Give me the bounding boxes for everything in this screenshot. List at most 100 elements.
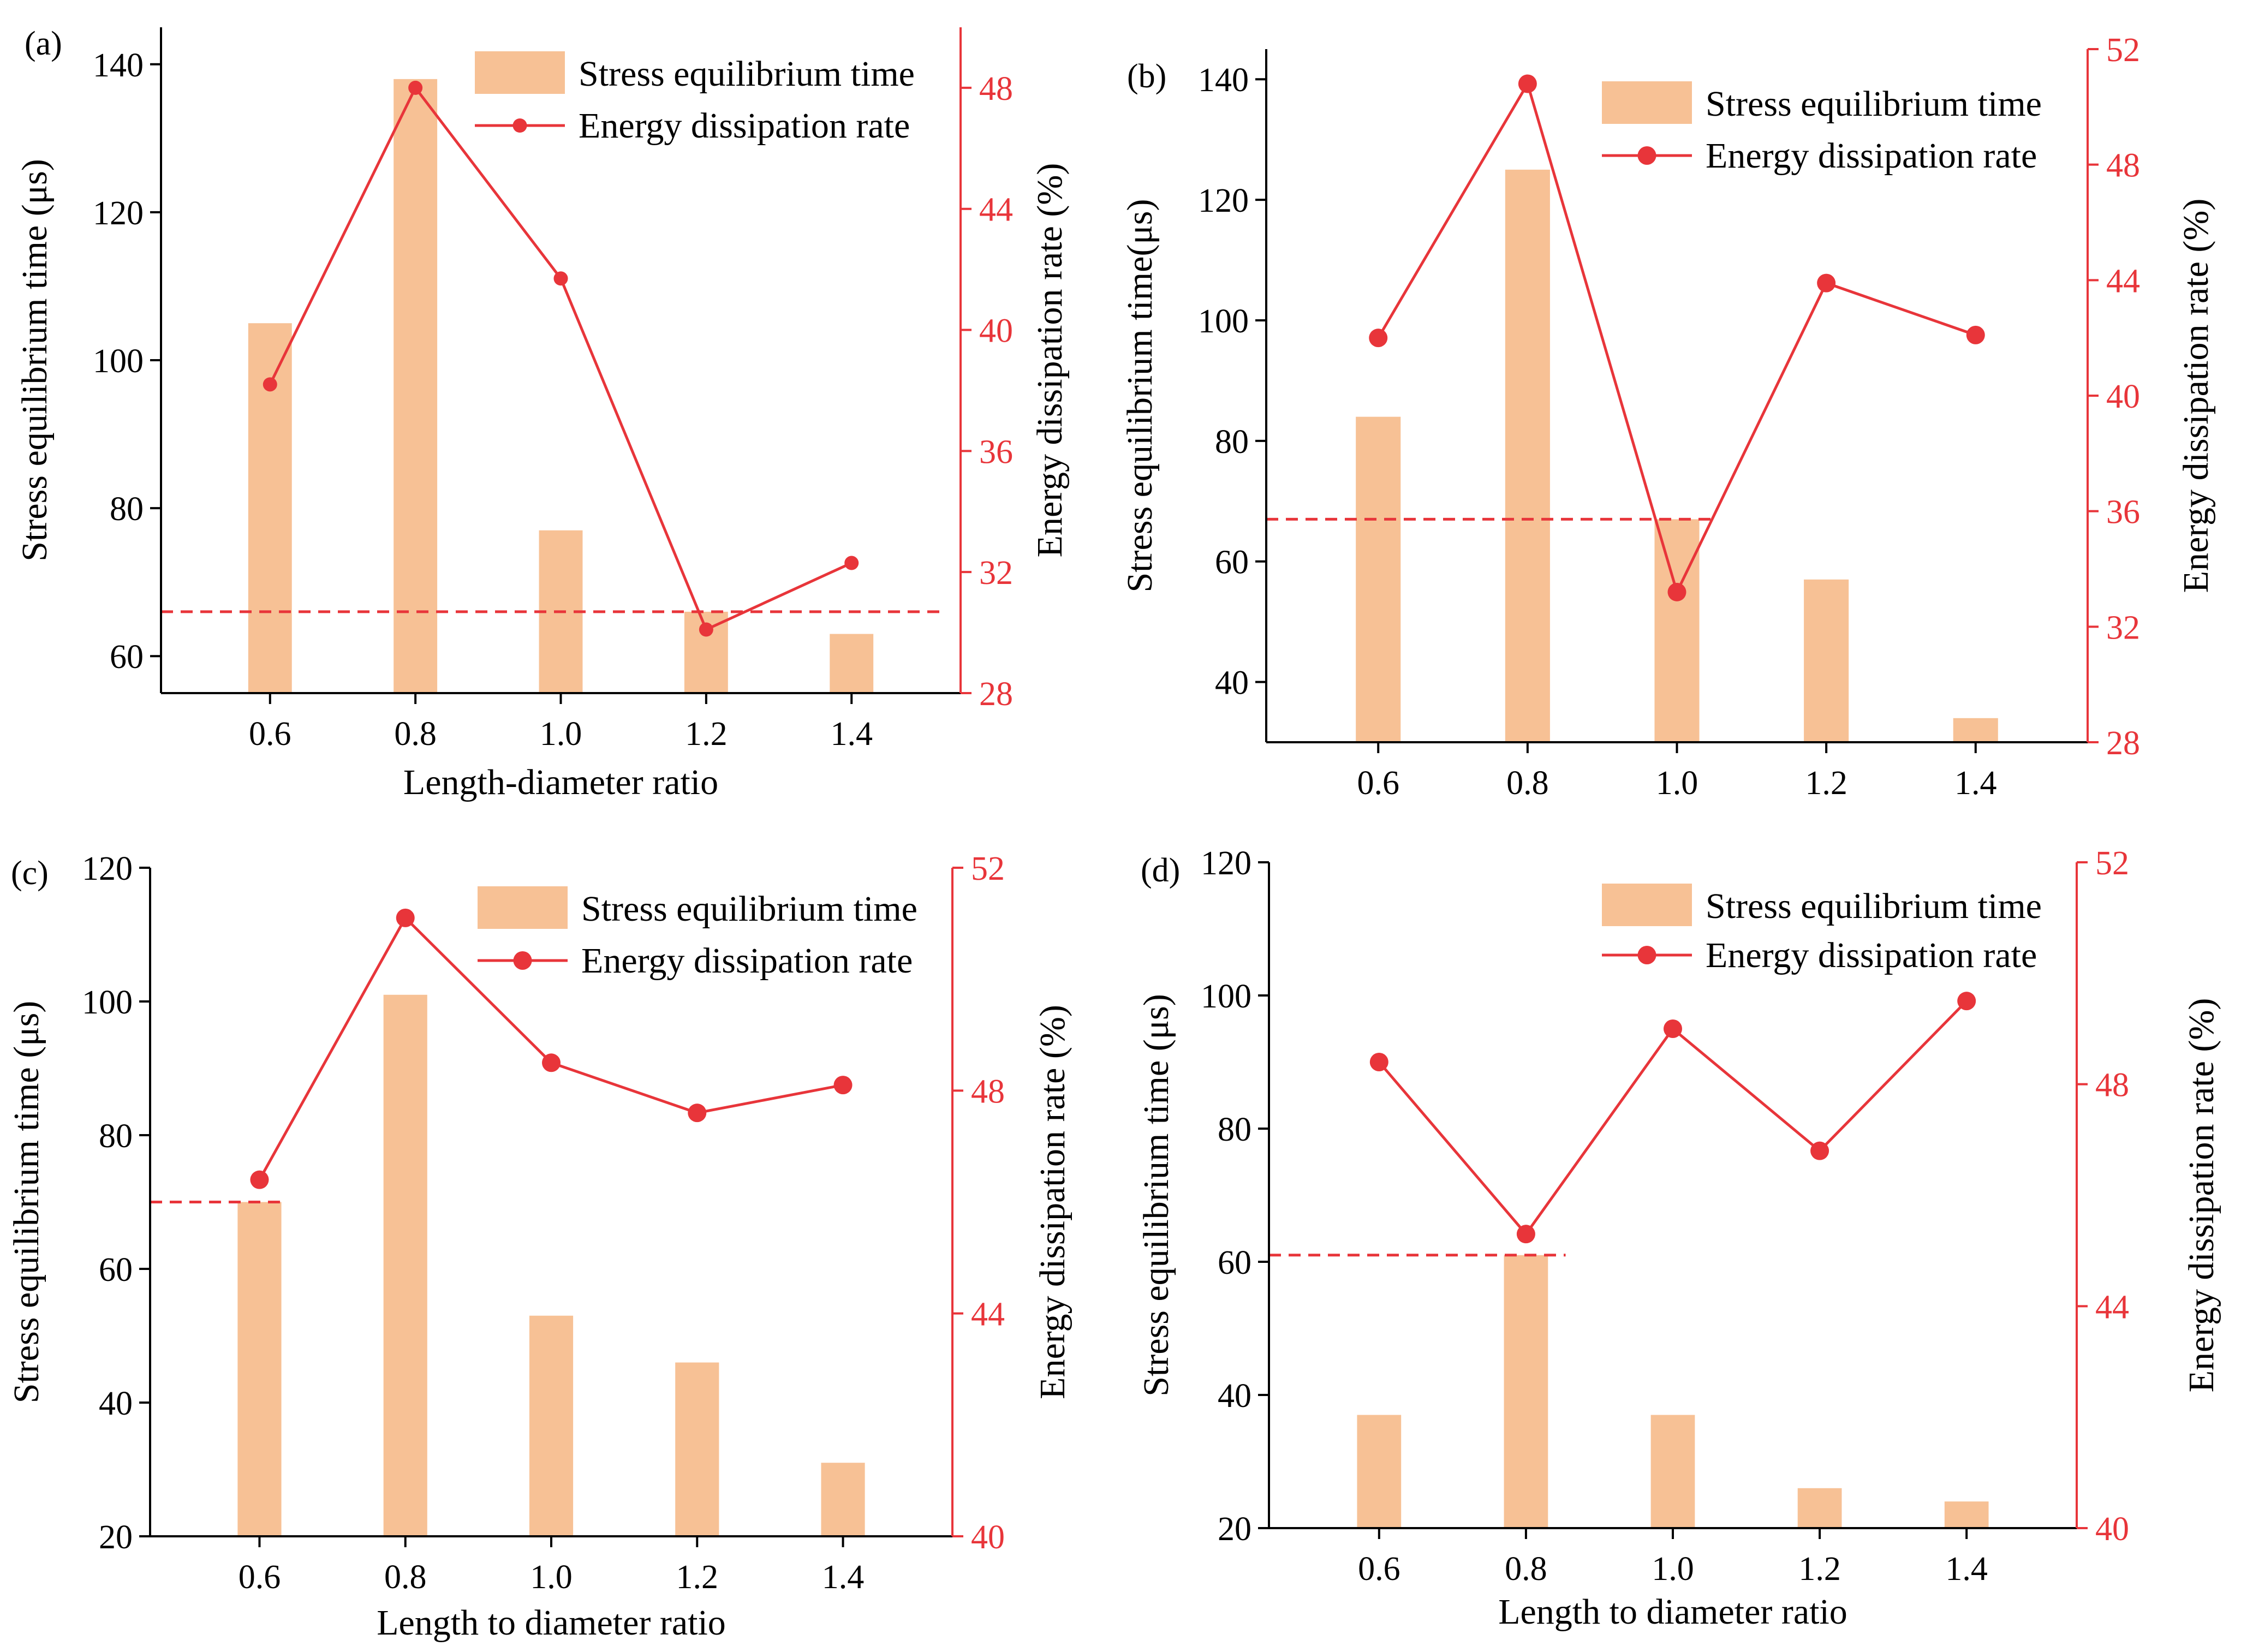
x-tick-label: 1.0 (530, 1559, 573, 1596)
y2-axis-title: Energy dissipation rate (%) (1030, 163, 1070, 558)
legend-line-marker (512, 118, 527, 133)
left-tick-label: 60 (1215, 544, 1249, 581)
x-tick-label: 1.4 (1954, 765, 1997, 802)
right-tick-label: 32 (2106, 609, 2140, 646)
x-tick-label: 1.0 (540, 715, 582, 753)
x-tick-label: 0.6 (1358, 1550, 1400, 1588)
left-tick-label: 20 (1218, 1511, 1251, 1548)
right-tick-label: 40 (2095, 1511, 2129, 1548)
right-tick-label: 36 (979, 433, 1013, 470)
left-tick-label: 140 (1198, 62, 1249, 99)
right-tick-label: 52 (2095, 845, 2129, 882)
left-tick-label: 40 (1215, 665, 1249, 702)
bar-0.6 (237, 1202, 282, 1536)
chart-panel-2: 40 60 80 100 120 140 28 32 36 40 44 48 52 0.6 0.8 1.0 1.… (1120, 32, 2216, 802)
right-tick-label: 48 (2106, 147, 2140, 184)
left-tick-label: 80 (110, 491, 144, 528)
y2-axis-title: Energy dissipation rate (%) (1033, 1005, 1072, 1399)
left-tick-label: 120 (1201, 845, 1251, 882)
x-tick-label: 0.6 (249, 715, 291, 753)
energy-point-0.8 (396, 908, 415, 927)
y2-axis-title: Energy dissipation rate (%) (2182, 998, 2221, 1393)
right-tick-label: 40 (979, 313, 1013, 350)
energy-point-0.6 (250, 1170, 269, 1189)
bar-1.0 (1654, 519, 1700, 742)
legend-bar-label: Stress equilibrium time (581, 889, 917, 929)
bar-0.8 (1505, 169, 1550, 742)
left-tick-label: 80 (1218, 1111, 1251, 1148)
right-tick-label: 44 (2106, 263, 2140, 300)
energy-point-1.0 (553, 271, 568, 286)
x-tick-label: 1.2 (676, 1559, 719, 1596)
right-tick-label: 28 (979, 676, 1013, 713)
y2-axis-title: Energy dissipation rate (%) (2176, 199, 2216, 593)
left-tick-label: 100 (93, 343, 144, 380)
x-tick-label: 1.2 (1798, 1550, 1841, 1588)
bar-1.2 (1804, 579, 1849, 742)
energy-point-1.2 (688, 1104, 707, 1123)
x-tick-label: 1.4 (1945, 1550, 1988, 1588)
x-axis-title: Length to diameter ratio (377, 1603, 726, 1643)
left-tick-label: 100 (1198, 303, 1249, 340)
energy-point-1.0 (542, 1053, 561, 1072)
energy-point-1.0 (1664, 1019, 1682, 1038)
y-axis-title: Stress equilibrium time (μs) (1136, 994, 1176, 1396)
right-tick-label: 52 (971, 850, 1005, 887)
x-tick-label: 0.6 (239, 1559, 281, 1596)
bar-1.4 (830, 634, 874, 693)
left-tick-label: 60 (1218, 1244, 1251, 1281)
x-tick-label: 1.2 (1805, 765, 1847, 802)
energy-point-1.0 (1667, 582, 1686, 601)
right-tick-label: 44 (971, 1296, 1005, 1333)
legend-line-marker (1637, 146, 1656, 165)
x-tick-label: 0.8 (384, 1559, 427, 1596)
left-tick-label: 100 (1201, 978, 1251, 1015)
right-tick-label: 52 (2106, 32, 2140, 69)
left-tick-label: 140 (93, 47, 144, 84)
right-tick-label: 40 (2106, 378, 2140, 415)
legend-line-marker (1637, 946, 1656, 964)
bar-1.2 (675, 1362, 719, 1536)
bar-1.0 (1650, 1415, 1695, 1528)
chart-panel-3: 20 40 60 80 100 120 40 44 48 52 0.6 0.8 1.0 1.2 1.4 Len… (7, 850, 1072, 1643)
energy-point-0.8 (1518, 74, 1537, 93)
x-tick-label: 1.0 (1656, 765, 1698, 802)
legend-line-label: Energy dissipation rate (1706, 935, 2037, 975)
x-tick-label: 1.0 (1652, 1550, 1694, 1588)
panel-label: (b) (1127, 58, 1166, 95)
chart-panel-4: 20 40 60 80 100 120 40 44 48 52 0.6 0.8 1.0 1.2 1.4 Len… (1136, 845, 2221, 1632)
left-tick-label: 60 (99, 1251, 133, 1289)
energy-point-1.4 (833, 1076, 853, 1095)
legend-bar-swatch (1602, 81, 1692, 124)
energy-point-1.4 (1966, 325, 1985, 344)
legend-bar-swatch (478, 886, 568, 929)
energy-point-1.4 (1957, 992, 1976, 1011)
right-tick-label: 32 (979, 554, 1013, 592)
x-tick-label: 0.8 (1506, 765, 1549, 802)
energy-point-1.2 (1817, 273, 1836, 293)
energy-point-0.6 (1369, 329, 1388, 348)
legend-bar-swatch (1602, 884, 1692, 926)
panel-label: (a) (25, 25, 62, 62)
x-tick-label: 0.6 (1357, 765, 1399, 802)
right-tick-label: 44 (2095, 1289, 2129, 1326)
bar-1.4 (1944, 1501, 1989, 1528)
right-tick-label: 48 (971, 1073, 1005, 1110)
right-tick-label: 48 (2095, 1067, 2129, 1104)
bar-0.8 (394, 79, 438, 693)
legend-bar-label: Stress equilibrium time (579, 54, 915, 94)
legend-line-marker (513, 951, 532, 970)
right-tick-label: 40 (971, 1519, 1005, 1556)
right-tick-label: 44 (979, 192, 1013, 229)
right-tick-label: 28 (2106, 725, 2140, 762)
x-axis-title: Length to diameter ratio (1498, 1592, 1847, 1632)
right-tick-label: 36 (2106, 494, 2140, 531)
chart-panel-1: 60 80 100 120 140 28 32 36 40 44 48 0.6 0.8 1.0 1.2 1.4… (15, 25, 1070, 802)
x-tick-label: 1.4 (822, 1559, 865, 1596)
energy-point-1.2 (1810, 1141, 1829, 1160)
left-tick-label: 20 (99, 1519, 133, 1556)
left-tick-label: 80 (99, 1118, 133, 1155)
left-tick-label: 60 (110, 639, 144, 676)
energy-point-1.4 (844, 556, 859, 570)
